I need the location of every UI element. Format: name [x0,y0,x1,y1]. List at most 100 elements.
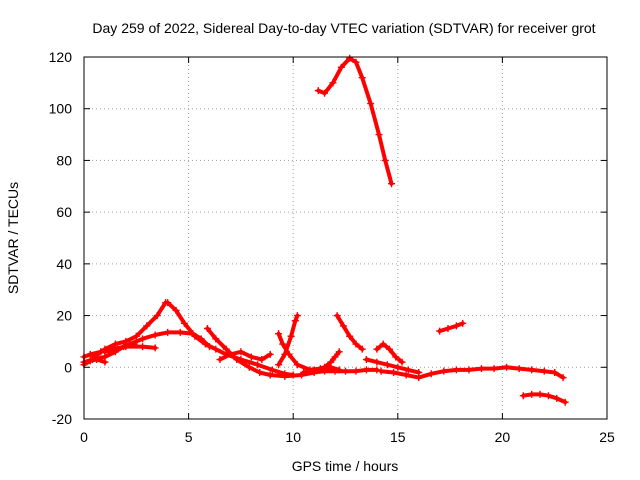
data-point [373,358,381,366]
data-point [553,394,561,402]
data-point [459,319,467,327]
x-tick-label: 20 [495,429,511,445]
data-point [331,353,339,361]
y-tick-label: 0 [64,359,72,375]
data-point [275,330,283,338]
y-tick-label: 20 [56,308,72,324]
data-point [203,325,211,332]
data-point [247,353,255,361]
data-point [86,350,94,358]
y-tick-label: 60 [56,204,72,220]
data-point [452,322,460,330]
grid [83,56,608,420]
series-line [316,56,394,186]
series-arc13 [333,312,366,353]
data-series [80,54,569,406]
data-point [291,317,299,325]
data-point [86,357,94,365]
data-point [151,331,159,339]
data-point [111,340,119,348]
data-point [352,340,360,348]
data-point [143,322,151,330]
x-tick-label: 5 [185,429,193,445]
data-point [528,390,536,398]
data-point [379,340,387,348]
data-point [352,367,360,375]
x-tick-label: 25 [599,429,615,445]
data-point [132,332,140,340]
data-point [201,340,209,348]
data-point [367,100,375,108]
data-point [381,156,389,164]
data-point [268,366,276,374]
data-point [101,348,109,356]
data-point [335,366,343,374]
data-point [436,327,444,335]
series-arc12 [314,54,396,188]
x-tick-label: 10 [285,429,301,445]
data-point [465,366,473,374]
data-point [275,361,283,369]
plot-frame [83,56,608,420]
data-point [176,328,184,336]
data-point [90,353,98,361]
data-point [314,87,322,95]
series-line [92,300,168,359]
series-line [218,349,273,362]
data-point [254,361,262,369]
x-tick-label: 15 [390,429,406,445]
y-tick-label: 40 [56,256,72,272]
data-point [515,365,523,373]
data-point [346,332,354,340]
data-point [300,368,308,376]
y-tick-label: 100 [49,101,73,117]
data-point [561,398,569,406]
data-point [427,370,435,378]
data-point [164,299,172,307]
series-arc18 [519,390,569,406]
data-point [191,332,199,340]
data-point [293,312,301,320]
series-arc14 [362,356,423,376]
data-point [394,363,402,371]
data-point [212,335,220,343]
data-point [390,368,398,376]
data-point [293,361,301,369]
data-point [540,367,548,375]
y-axis-label: SDTVAR / TECUs [5,182,21,294]
data-point [342,367,349,375]
data-point [373,366,381,374]
series-arc16 [377,363,567,382]
data-point [287,332,295,340]
data-point [222,345,230,353]
data-point [101,358,109,366]
data-point [212,345,220,353]
data-point [256,368,264,376]
data-point [404,366,412,374]
series-line [379,365,566,380]
data-point [329,79,337,87]
data-point [216,356,224,364]
data-point [113,345,121,353]
data-point [281,372,289,380]
data-point [388,180,396,188]
data-point [139,343,147,351]
data-point [490,365,498,373]
chart-title: Day 259 of 2022, Sidereal Day-to-day VTE… [92,20,595,36]
data-point [339,322,347,330]
data-point [346,54,354,62]
data-point [126,340,134,348]
data-point [310,366,318,374]
data-point [233,356,241,364]
data-point [551,368,559,376]
data-point [559,374,567,382]
data-point [362,356,370,364]
series-arc17 [436,319,467,335]
data-point [375,131,383,139]
data-point [266,350,274,358]
data-point [139,335,147,343]
data-point [373,345,381,353]
data-point [402,371,410,379]
data-point [164,328,172,336]
